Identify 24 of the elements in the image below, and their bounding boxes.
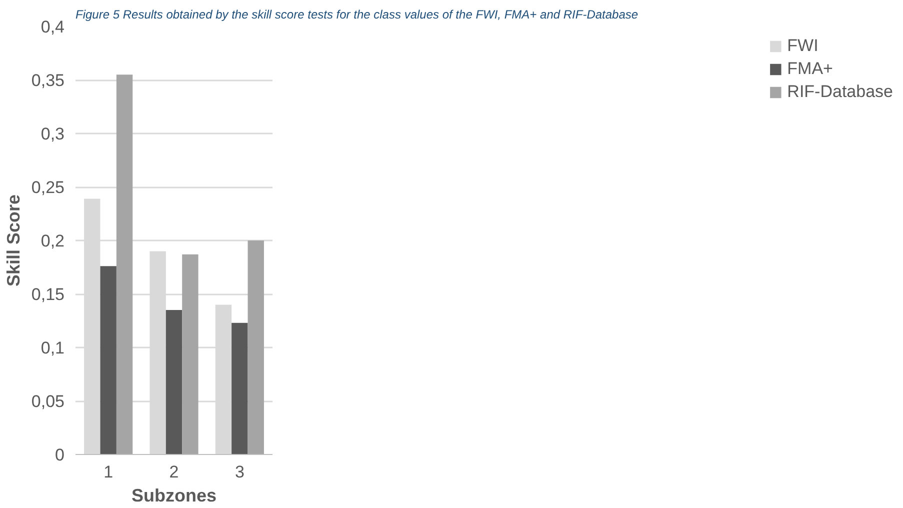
x-tick-label: 1: [104, 462, 114, 482]
y-tick-label: 0,25: [31, 178, 65, 197]
bar: [116, 74, 133, 454]
legend-label: FWI: [787, 36, 818, 56]
y-tick-label: 0,05: [31, 392, 65, 411]
y-tick-label: 0,2: [40, 232, 65, 250]
y-tick-label: 0,3: [40, 124, 65, 144]
y-tick-label: 0,1: [40, 338, 65, 358]
text: Figure 5 Results obtained by the skill score tests for the class values of the FWI, FMA+ and RIF-Database: [76, 8, 638, 22]
bar: [100, 266, 116, 454]
bar: [232, 322, 248, 454]
legend-label: FMA+: [787, 59, 833, 79]
y-tick-label: 0,4: [40, 18, 65, 36]
bar: [166, 310, 182, 454]
y-tick-label: 0,35: [31, 71, 65, 90]
y-tick-label: 0,15: [31, 285, 65, 304]
x-tick-label: 3: [234, 462, 244, 482]
legend-label: RIF-Database: [787, 82, 893, 102]
y-axis-title: Skill Score: [3, 194, 24, 287]
bar: [248, 240, 264, 454]
x-axis-title: Subzones: [131, 486, 217, 506]
y-tick-label: 0: [55, 446, 65, 464]
bar: [182, 254, 198, 454]
x-tick-label: 2: [169, 462, 179, 482]
